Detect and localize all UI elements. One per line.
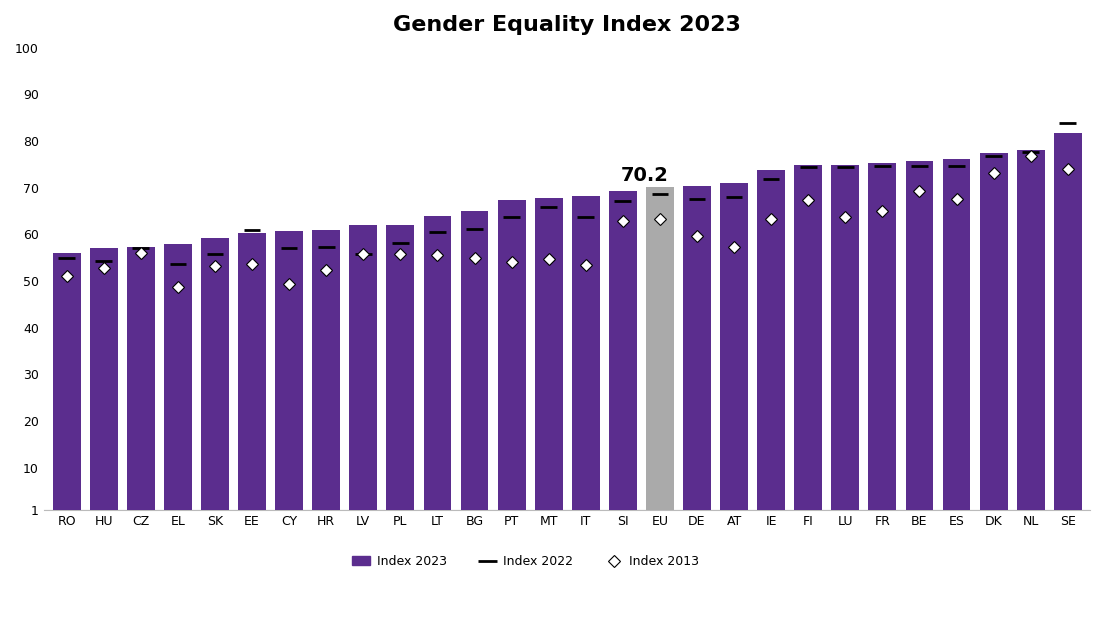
- Bar: [683, 186, 711, 510]
- Bar: [831, 165, 860, 510]
- Bar: [313, 230, 340, 510]
- Bar: [239, 233, 266, 510]
- Bar: [869, 162, 896, 510]
- Bar: [423, 216, 451, 510]
- Legend: Index 2023, Index 2022, Index 2013: Index 2023, Index 2022, Index 2013: [347, 550, 704, 573]
- Bar: [461, 211, 488, 510]
- Bar: [720, 182, 748, 510]
- Title: Gender Equality Index 2023: Gender Equality Index 2023: [393, 15, 741, 35]
- Bar: [757, 170, 785, 510]
- Bar: [275, 231, 303, 510]
- Bar: [646, 187, 674, 510]
- Bar: [1054, 133, 1082, 510]
- Bar: [535, 198, 562, 510]
- Text: 70.2: 70.2: [621, 167, 669, 186]
- Bar: [572, 196, 600, 510]
- Bar: [90, 248, 117, 510]
- Bar: [905, 161, 934, 510]
- Bar: [53, 253, 81, 510]
- Bar: [201, 238, 229, 510]
- Bar: [609, 191, 636, 510]
- Bar: [794, 165, 822, 510]
- Bar: [943, 159, 970, 510]
- Bar: [1017, 150, 1044, 510]
- Bar: [387, 225, 414, 510]
- Bar: [127, 247, 155, 510]
- Bar: [980, 153, 1008, 510]
- Bar: [497, 200, 526, 510]
- Bar: [349, 225, 377, 510]
- Bar: [164, 244, 192, 510]
